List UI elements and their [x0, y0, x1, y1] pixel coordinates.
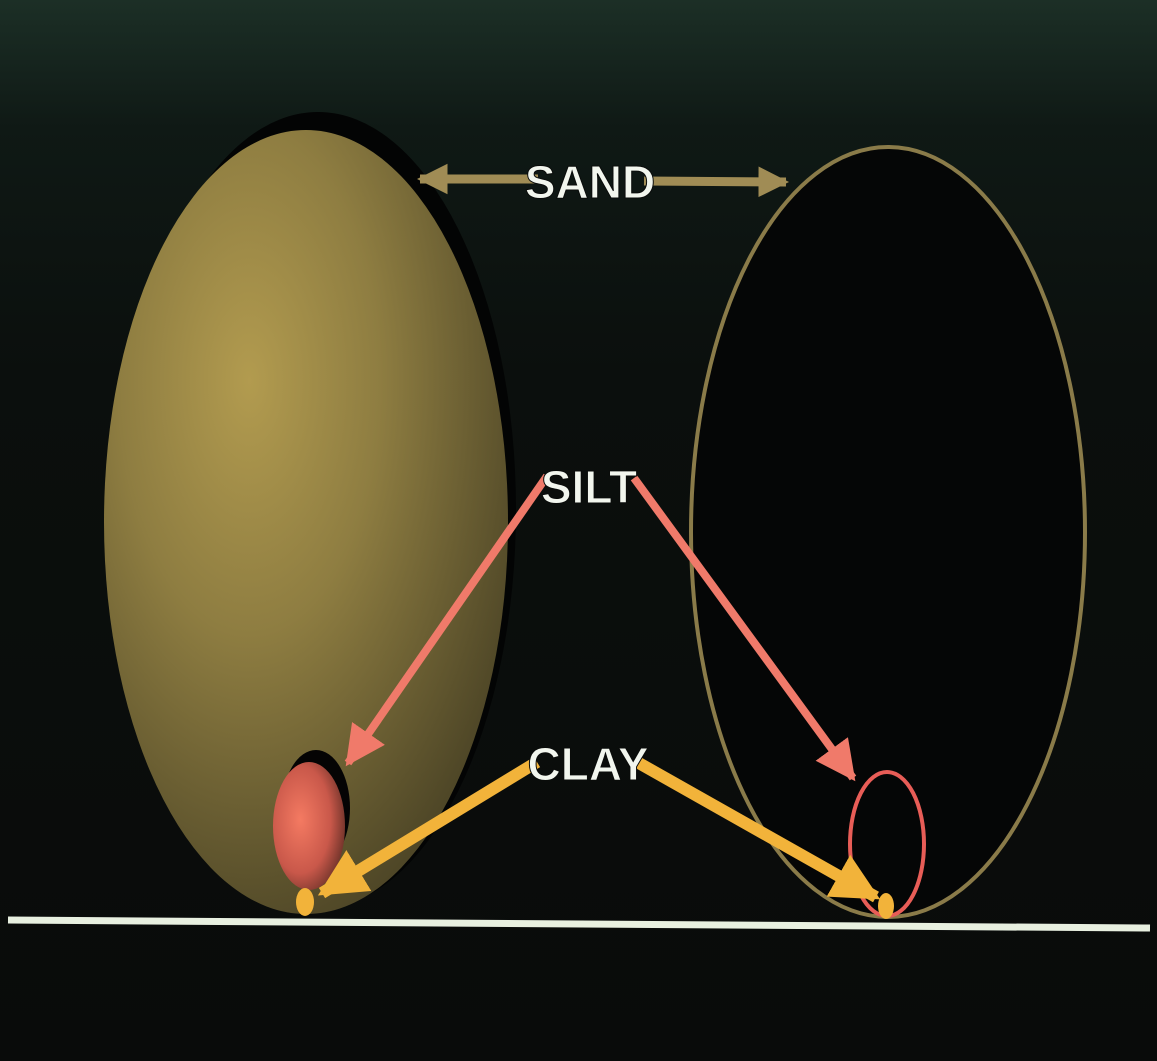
- sand-arrow-right: [643, 166, 790, 198]
- clay-label: CLAY: [528, 738, 649, 790]
- ground-line: [7, 916, 1151, 932]
- clay-arrow-right: [634, 756, 881, 903]
- sand-grain-solid: [104, 130, 508, 914]
- silt-label: SILT: [541, 461, 637, 513]
- silt-arrow-right: [630, 475, 857, 782]
- sand-label: SAND: [525, 156, 655, 208]
- sand-grain-outline: [689, 145, 1087, 919]
- silt-grain-solid: [273, 762, 345, 890]
- clay-particle-outline: [878, 893, 894, 919]
- clay-particle-solid: [296, 888, 314, 916]
- silt-arrow-left: [344, 473, 551, 767]
- clay-arrow-left: [317, 756, 541, 899]
